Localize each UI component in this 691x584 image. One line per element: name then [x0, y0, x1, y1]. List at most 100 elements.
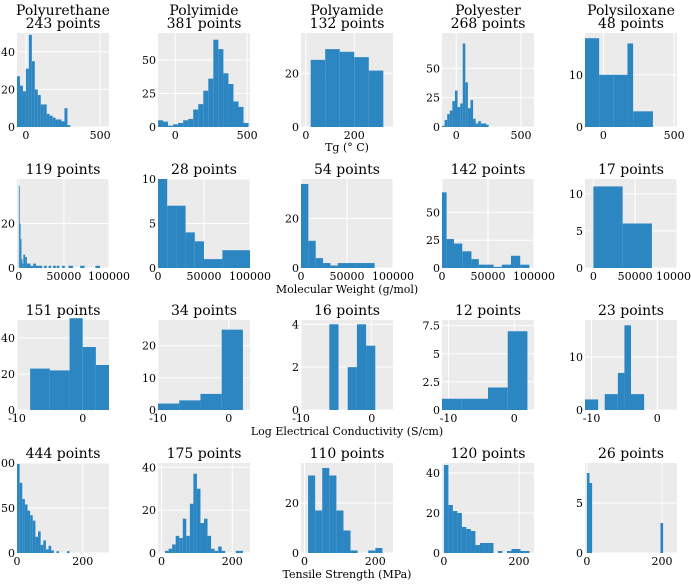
chart-7-bar-8 — [365, 263, 375, 268]
chart-9-bar-1 — [622, 223, 652, 268]
chart-0-bar-5 — [31, 61, 35, 128]
chart-1-bar-3 — [173, 124, 179, 127]
chart-9-y-tick-label-0: 0 — [576, 262, 583, 275]
chart-15-x-tick-label-0: 0 — [14, 555, 21, 568]
chart-13-y-tick-label-2: 5 — [433, 348, 440, 361]
chart-2-bar-2 — [339, 51, 355, 127]
chart-13-bar-3 — [507, 331, 528, 410]
chart-5-bar-7 — [26, 263, 31, 268]
chart-15-bar-12 — [48, 545, 52, 553]
chart-12-bar-2 — [347, 367, 357, 410]
chart-17-bar-3 — [329, 475, 337, 553]
chart-12-bar-4 — [366, 345, 376, 410]
chart-0-bar-17 — [67, 125, 71, 127]
chart-15-x-tick-label-1: 200 — [72, 555, 93, 568]
chart-14-x-tick-label-1: 0 — [654, 412, 661, 425]
chart-7-y-tick-label-0: 0 — [292, 262, 299, 275]
chart-14-bar-0 — [585, 399, 599, 410]
chart-2-y-tick-label-1: 20 — [285, 67, 299, 80]
chart-0-bar-12 — [52, 117, 56, 127]
chart-8-bar-9 — [511, 255, 521, 268]
chart-11-bar-1 — [179, 400, 201, 410]
chart-7-x-tick-label-2: 100000 — [372, 270, 414, 283]
chart-14-y-tick-label-0: 0 — [576, 404, 583, 417]
chart-3-bar-4 — [452, 101, 455, 127]
chart-19-bar-2 — [660, 523, 664, 553]
chart-0-bar-3 — [25, 68, 29, 127]
chart-17-bar-1 — [315, 510, 323, 553]
chart-18-y-tick-label-2: 40 — [426, 467, 440, 480]
chart-1-y-tick-label-0: 0 — [149, 121, 156, 134]
chart-17-bar-4 — [336, 510, 344, 553]
chart-7-bar-2 — [315, 258, 324, 268]
chart-6-bar-0 — [158, 179, 168, 268]
chart-6-bar-4 — [194, 241, 204, 268]
chart-16-bar-14 — [214, 550, 219, 553]
row-label-1: Molecular Weight (g/mol) — [276, 283, 418, 296]
chart-11-y-tick-label-1: 10 — [142, 372, 156, 385]
chart-5-y-tick-label-0: 0 — [8, 262, 15, 275]
chart-17-subtitle: 110 points — [310, 446, 385, 462]
chart-2-x-tick-label-1: 200 — [344, 129, 365, 142]
chart-9-y-tick-label-1: 5 — [576, 225, 583, 238]
chart-16-bar-8 — [193, 473, 197, 553]
chart-16-x-tick-label-0: 0 — [158, 555, 165, 568]
chart-18-bar-4 — [461, 527, 467, 553]
chart-9-subtitle: 17 points — [598, 162, 664, 178]
chart-18-bar-16 — [524, 551, 530, 553]
chart-18-bar-6 — [470, 531, 476, 553]
chart-12-y-tick-label-2: 4 — [292, 318, 299, 331]
chart-18-bar-2 — [452, 511, 458, 553]
chart-5-bar-9 — [33, 263, 36, 268]
chart-8-bar-3 — [462, 251, 472, 268]
chart-16-subtitle: 175 points — [167, 446, 242, 462]
chart-15-y-tick-label-0: 0 — [8, 547, 15, 560]
chart-10-subtitle: 151 points — [26, 303, 101, 319]
chart-16-bar-12 — [207, 535, 212, 553]
chart-3-x-tick-label-1: 500 — [511, 129, 532, 142]
chart-9-x-tick-label-2: 100000 — [656, 270, 691, 283]
chart-8-x-tick-label-0: 0 — [439, 270, 446, 283]
chart-11-y-tick-label-2: 20 — [142, 340, 156, 353]
chart-16-bar-15 — [218, 546, 222, 553]
chart-0-bar-11 — [49, 115, 53, 127]
chart-16-panel: 0 200 0 20 40 175 points — [142, 446, 250, 568]
chart-18-bar-10 — [488, 543, 494, 553]
chart-6-bar-3 — [185, 232, 195, 268]
chart-9-x-tick-label-0: 0 — [590, 270, 597, 283]
chart-17-y-tick-label-1: 20 — [285, 497, 299, 510]
chart-13-bar-0 — [442, 398, 462, 410]
chart-19-subtitle: 26 points — [598, 446, 664, 462]
chart-14-bar-2 — [617, 372, 625, 410]
chart-3-y-tick-label-2: 50 — [426, 62, 440, 75]
chart-5-bar-0 — [18, 185, 20, 268]
chart-1-bar-12 — [218, 49, 224, 127]
chart-5-bar-8 — [30, 265, 34, 268]
chart-6-bar-2 — [176, 205, 186, 268]
chart-4-bar-2 — [613, 74, 628, 127]
chart-0-bar-6 — [34, 89, 38, 127]
chart-13-subtitle: 12 points — [455, 303, 521, 319]
chart-15-bar-0 — [17, 463, 20, 553]
chart-0-bar-7 — [37, 95, 41, 127]
chart-8-x-tick-label-1: 50000 — [471, 270, 506, 283]
chart-0-y-tick-label-1: 20 — [1, 83, 15, 96]
chart-2-title: Polyamide — [310, 3, 383, 19]
chart-12-y-tick-label-0: 0 — [292, 404, 299, 417]
chart-5-bar-2 — [20, 239, 22, 268]
chart-5-panel: 0 50000 100000 0 20 119 points — [1, 162, 130, 283]
chart-3-bar-10 — [467, 108, 471, 127]
chart-15-bar-2 — [22, 499, 25, 553]
chart-3-bar-7 — [460, 103, 463, 127]
chart-17-bar-2 — [322, 468, 330, 553]
chart-19-y-tick-label-0: 0 — [576, 547, 583, 560]
chart-14-bar-1 — [604, 394, 618, 410]
chart-0-bar-13 — [55, 119, 59, 127]
chart-1-bar-4 — [178, 122, 184, 127]
chart-10-x-tick-label-0: -10 — [8, 412, 26, 425]
